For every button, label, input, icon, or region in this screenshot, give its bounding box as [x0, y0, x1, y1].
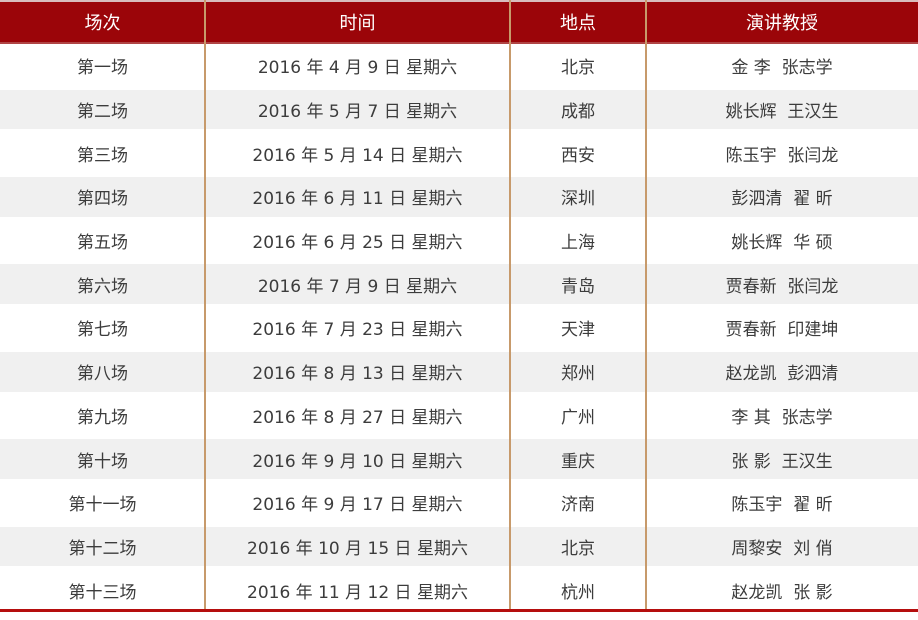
- location-cell: 北京: [561, 58, 595, 79]
- session-cell: 第九场: [77, 407, 128, 428]
- professors-cell: 张 影 王汉生: [731, 451, 833, 472]
- time-cell: 2016 年 6 月 25 日 星期六: [252, 233, 463, 254]
- professors-cell: 贾春新 印建坤: [725, 320, 839, 341]
- professors-cell: 彭泗清 翟 昕: [731, 189, 833, 210]
- table-row: 第七场 2016 年 7 月 23 日 星期六 天津 贾春新 印建坤: [0, 306, 918, 350]
- location-cell: 郑州: [561, 364, 595, 385]
- time-cell: 2016 年 10 月 15 日 星期六: [247, 538, 468, 559]
- session-cell: 第三场: [77, 145, 128, 166]
- table-row: 第六场 2016 年 7 月 9 日 星期六 青岛 贾春新 张闫龙: [0, 262, 918, 306]
- session-cell: 第十一场: [68, 495, 137, 516]
- time-cell: 2016 年 4 月 9 日 星期六: [257, 58, 458, 79]
- session-cell: 第七场: [77, 320, 128, 341]
- location-cell: 天津: [561, 320, 595, 341]
- table-row: 第三场 2016 年 5 月 14 日 星期六 西安 陈玉宇 张闫龙: [0, 131, 918, 176]
- table-row: 第十二场 2016 年 10 月 15 日 星期六 北京 周黎安 刘 俏: [0, 525, 918, 569]
- time-cell: 2016 年 5 月 7 日 星期六: [257, 102, 458, 123]
- table-row: 第九场 2016 年 8 月 27 日 星期六 广州 李 其 张志学: [0, 393, 918, 438]
- session-cell: 第十二场: [68, 538, 137, 559]
- session-cell: 第八场: [77, 364, 128, 385]
- column-divider: [509, 0, 511, 611]
- table-row: 第二场 2016 年 5 月 7 日 星期六 成都 姚长辉 王汉生: [0, 88, 918, 132]
- professors-cell: 周黎安 刘 俏: [731, 538, 833, 559]
- column-header-time: 时间: [339, 13, 376, 34]
- professors-cell: 金 李 张志学: [731, 58, 833, 79]
- professors-cell: 姚长辉 华 硕: [731, 233, 833, 254]
- session-cell: 第四场: [77, 189, 128, 210]
- session-cell: 第十三场: [68, 582, 137, 603]
- time-cell: 2016 年 9 月 10 日 星期六: [252, 451, 463, 472]
- location-cell: 杭州: [561, 582, 595, 603]
- professors-cell: 赵龙凯 张 影: [731, 582, 833, 603]
- location-cell: 北京: [561, 538, 595, 559]
- time-cell: 2016 年 6 月 11 日 星期六: [252, 189, 463, 210]
- table-row: 第八场 2016 年 8 月 13 日 星期六 郑州 赵龙凯 彭泗清: [0, 350, 918, 394]
- table-row: 第四场 2016 年 6 月 11 日 星期六 深圳 彭泗清 翟 昕: [0, 175, 918, 219]
- professors-cell: 陈玉宇 张闫龙: [725, 145, 839, 166]
- column-divider: [204, 0, 206, 611]
- session-cell: 第六场: [77, 276, 128, 297]
- time-cell: 2016 年 7 月 23 日 星期六: [252, 320, 463, 341]
- table-row: 第一场 2016 年 4 月 9 日 星期六 北京 金 李 张志学: [0, 44, 918, 88]
- location-cell: 青岛: [561, 276, 595, 297]
- table-bottom-rule: [0, 609, 918, 612]
- session-cell: 第五场: [77, 233, 128, 254]
- time-cell: 2016 年 5 月 14 日 星期六: [252, 145, 463, 166]
- location-cell: 广州: [561, 407, 595, 428]
- time-cell: 2016 年 7 月 9 日 星期六: [257, 276, 458, 297]
- professors-cell: 赵龙凯 彭泗清: [725, 364, 839, 385]
- table-row: 第五场 2016 年 6 月 25 日 星期六 上海 姚长辉 华 硕: [0, 218, 918, 263]
- session-cell: 第一场: [77, 58, 128, 79]
- time-cell: 2016 年 9 月 17 日 星期六: [252, 495, 463, 516]
- time-cell: 2016 年 8 月 27 日 星期六: [252, 407, 463, 428]
- column-header-professors: 演讲教授: [746, 13, 818, 34]
- professors-cell: 陈玉宇 翟 昕: [731, 495, 833, 516]
- location-cell: 重庆: [561, 451, 595, 472]
- professors-cell: 李 其 张志学: [731, 407, 833, 428]
- professors-cell: 贾春新 张闫龙: [725, 276, 839, 297]
- table-row: 第十一场 2016 年 9 月 17 日 星期六 济南 陈玉宇 翟 昕: [0, 480, 918, 525]
- time-cell: 2016 年 11 月 12 日 星期六: [247, 582, 468, 603]
- location-cell: 上海: [561, 233, 595, 254]
- session-cell: 第十场: [77, 451, 128, 472]
- location-cell: 西安: [561, 145, 595, 166]
- table-row: 第十场 2016 年 9 月 10 日 星期六 重庆 张 影 王汉生: [0, 437, 918, 481]
- location-cell: 深圳: [561, 189, 595, 210]
- session-cell: 第二场: [77, 102, 128, 123]
- column-header-session: 场次: [84, 13, 121, 34]
- table-row: 第十三场 2016 年 11 月 12 日 星期六 杭州 赵龙凯 张 影: [0, 568, 918, 612]
- professors-cell: 姚长辉 王汉生: [725, 102, 839, 123]
- column-divider: [645, 0, 647, 611]
- table-header-row: 场次 时间 地点 演讲教授: [0, 0, 918, 44]
- location-cell: 济南: [561, 495, 595, 516]
- column-header-location: 地点: [560, 13, 596, 34]
- time-cell: 2016 年 8 月 13 日 星期六: [252, 364, 463, 385]
- location-cell: 成都: [561, 102, 595, 123]
